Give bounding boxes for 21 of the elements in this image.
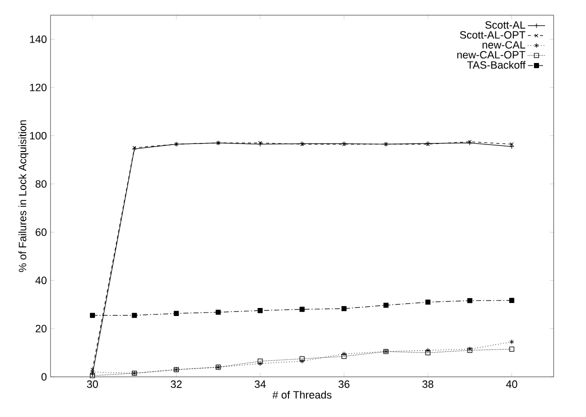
x-tick-label: 36 [338, 380, 350, 388]
x-tick-label: 38 [422, 380, 434, 388]
y-tick-label: 120 [30, 84, 47, 92]
y-tick-label: 40 [35, 276, 47, 284]
x-tick-label: 32 [170, 380, 182, 388]
legend-label: Scott-AL-OPT [460, 31, 526, 39]
y-tick-label: 140 [30, 35, 47, 43]
y-tick-label: 20 [36, 324, 47, 332]
legend-label: Scott-AL [485, 21, 526, 29]
y-tick-label: 80 [36, 180, 47, 188]
legend-label: new-CAL [482, 40, 526, 48]
x-tick-label: 40 [506, 380, 518, 388]
x-tick-label: 34 [254, 380, 266, 388]
legend-label: TAS-Backoff [467, 60, 526, 69]
x-axis-title: # of Threads [272, 390, 332, 399]
y-tick-label: 100 [30, 132, 47, 140]
legend-label: new-CAL-OPT [457, 50, 526, 58]
y-tick-label: 0 [41, 372, 47, 380]
x-tick-label: 30 [86, 380, 98, 388]
y-tick-label: 60 [36, 228, 47, 236]
y-axis-title: % of Failures in Lock Acquisition [18, 120, 28, 272]
